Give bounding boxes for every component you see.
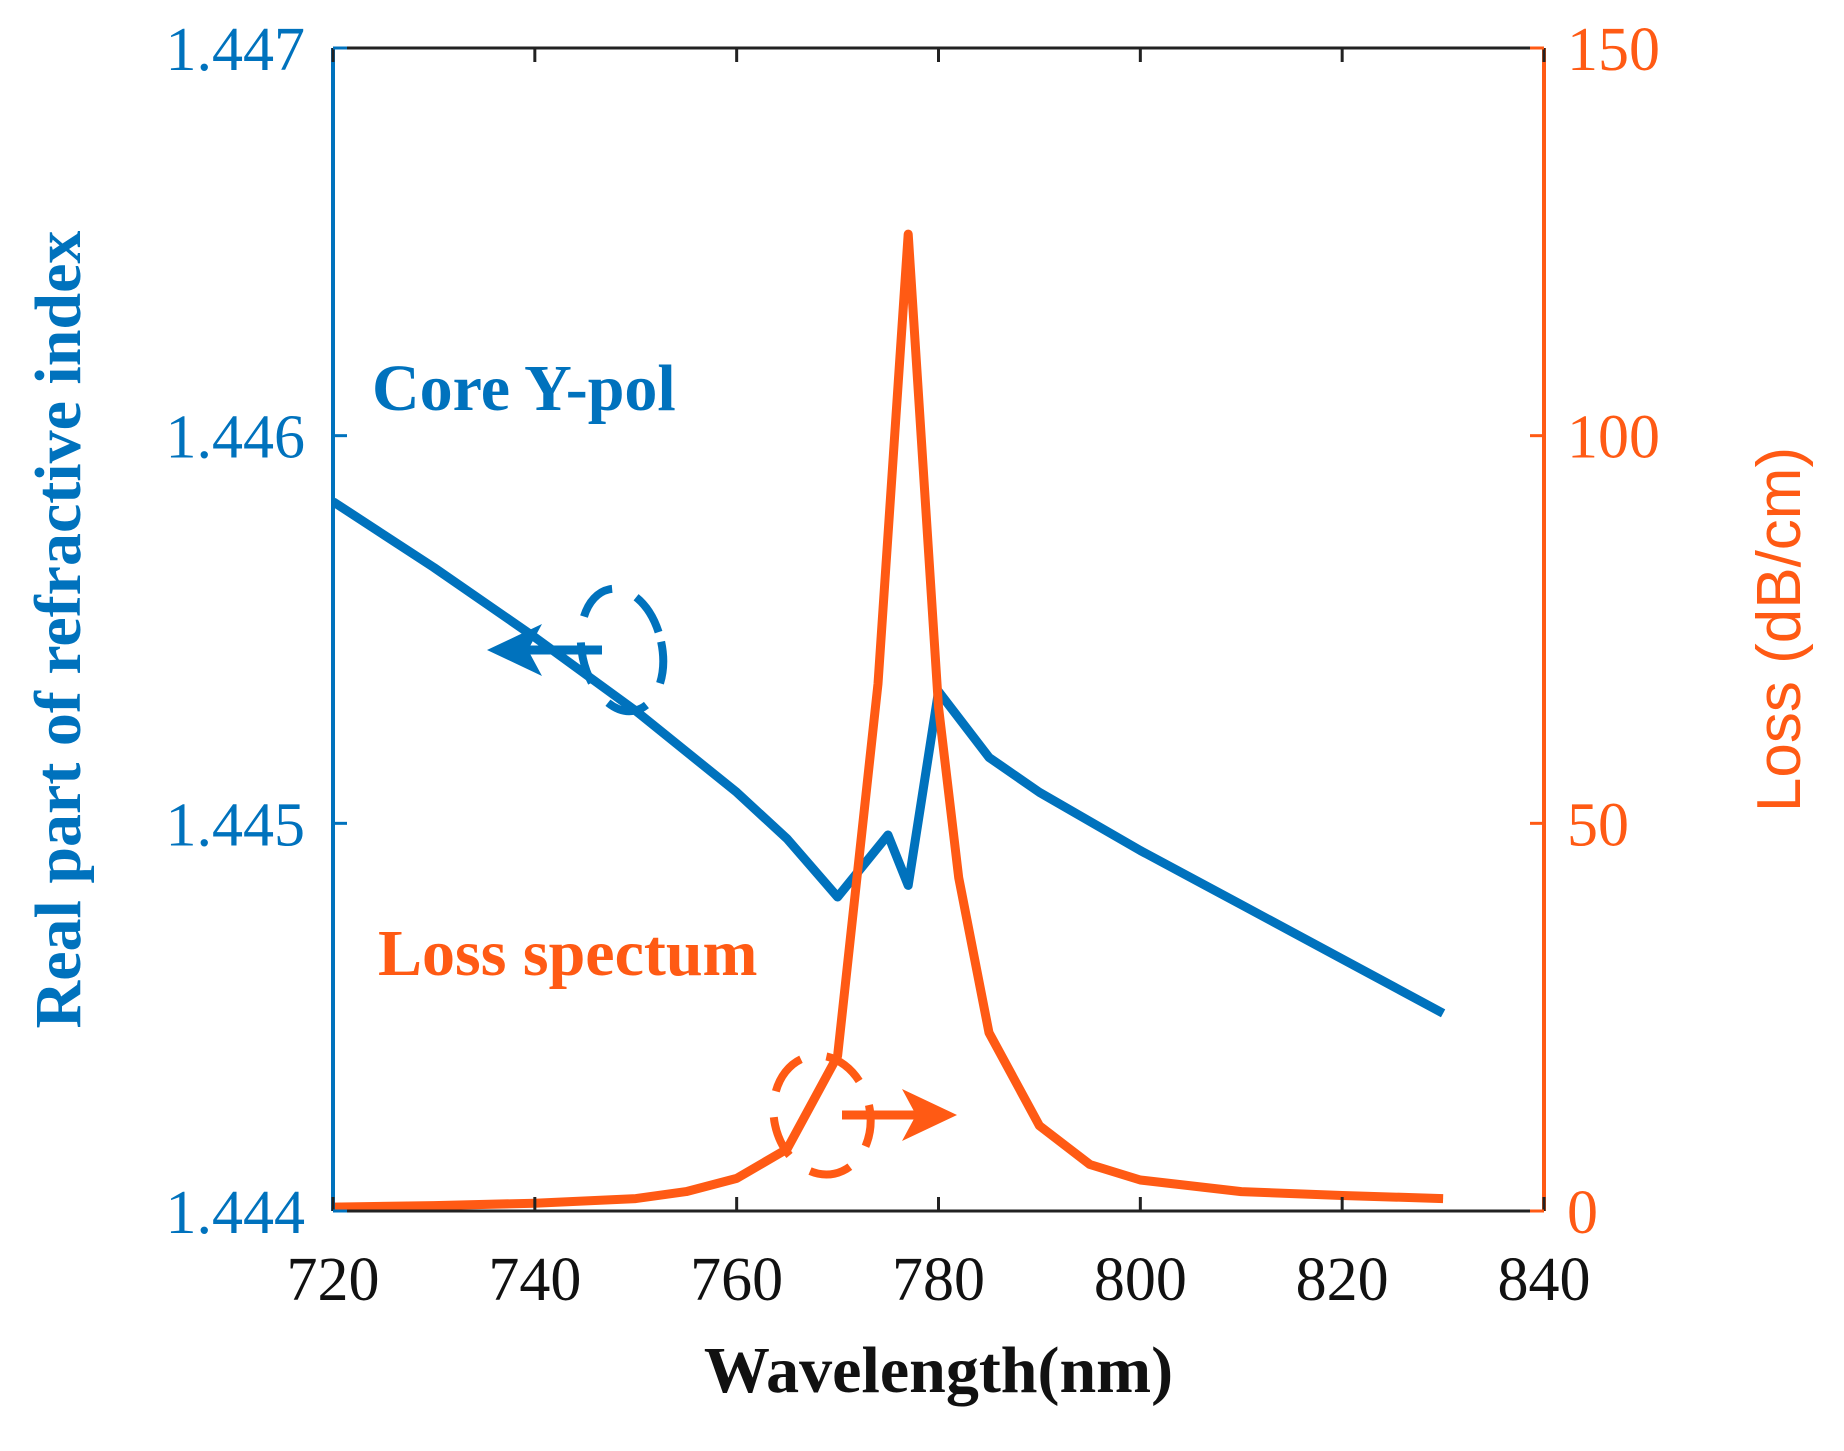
left-axis-indicator-arrow-head: [487, 624, 542, 676]
x-tick-label: 800: [1094, 1246, 1187, 1314]
x-tick-label: 820: [1296, 1246, 1389, 1314]
y-right-tick-label: 50: [1567, 791, 1629, 859]
x-tick-label: 840: [1498, 1246, 1591, 1314]
y-axis-right-title: Loss (dB/cm): [1745, 447, 1814, 812]
x-tick-label: 740: [488, 1246, 581, 1314]
axis-indicator-markers: [487, 584, 957, 1179]
annotation-loss-spectum: Loss spectum: [378, 917, 758, 990]
y-left-tick-label: 1.444: [166, 1179, 306, 1247]
y-right-tick-label: 150: [1567, 16, 1660, 84]
tick-labels: 720 740 760 780 800 820 840 1.444 1.445 1.446 1.44…: [166, 16, 1661, 1314]
x-tick-label: 760: [690, 1246, 783, 1314]
axis-titles: Wavelength(nm) Real part of refractive i…: [22, 231, 1814, 1407]
axes: [331, 46, 1546, 1213]
y-right-tick-label: 100: [1567, 404, 1660, 472]
x-axis-title: Wavelength(nm): [704, 1334, 1173, 1407]
right-axis-indicator-arrow-head: [902, 1089, 957, 1141]
annotation-core-y-pol: Core Y-pol: [372, 352, 676, 425]
y-left-tick-label: 1.445: [166, 791, 306, 859]
series-annotations: Core Y-pol Loss spectum: [372, 352, 758, 990]
x-tick-label: 720: [287, 1246, 380, 1314]
left-axis-indicator-dashed-ellipse: [576, 584, 668, 716]
x-tick-label: 780: [892, 1246, 985, 1314]
right-axis-indicator-dashed-ellipse: [769, 1051, 875, 1179]
y-left-tick-label: 1.447: [166, 16, 306, 84]
y-right-tick-label: 0: [1567, 1179, 1598, 1247]
y-left-tick-label: 1.446: [166, 404, 306, 472]
y-axis-left-title: Real part of refractive index: [22, 231, 95, 1029]
